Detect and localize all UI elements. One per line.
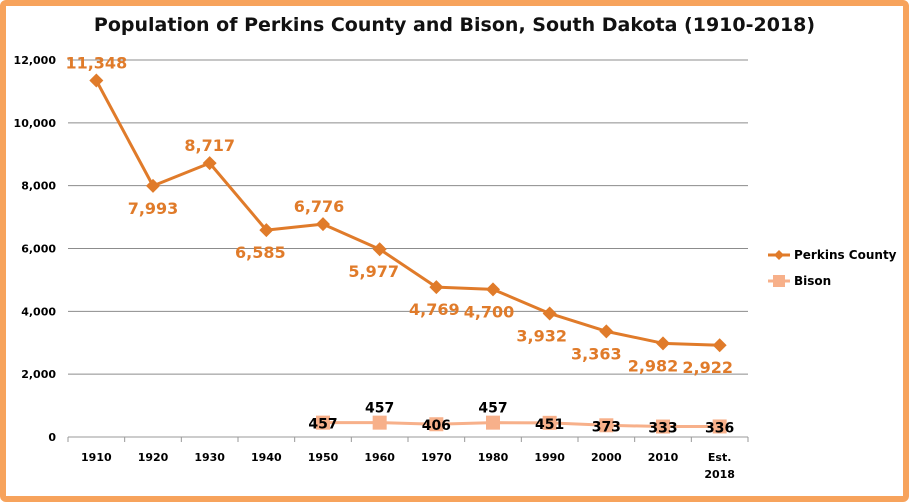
bison-point bbox=[542, 415, 557, 430]
bison-point bbox=[712, 419, 727, 434]
perkins-county-point bbox=[429, 280, 444, 295]
perkins-county-data-label: 2,922 bbox=[682, 358, 733, 377]
chart-title: Population of Perkins County and Bison, … bbox=[93, 14, 816, 36]
bison-point bbox=[429, 417, 444, 432]
perkins-county-data-label: 6,585 bbox=[235, 243, 286, 262]
bison-data-label: 457 bbox=[365, 401, 394, 417]
perkins-county-data-label: 2,982 bbox=[628, 356, 679, 375]
x-tick-label: 1930 bbox=[194, 451, 225, 464]
bison-point bbox=[316, 415, 330, 430]
x-tick-label: 1940 bbox=[251, 451, 282, 464]
bison-data-label: 451 bbox=[535, 417, 564, 433]
legend-entry-label: Bison bbox=[794, 274, 831, 288]
perkins-county-data-label: 7,993 bbox=[128, 199, 179, 218]
x-tick-label: 2010 bbox=[648, 451, 679, 464]
bison-data-label: 457 bbox=[308, 417, 337, 433]
x-tick-label: 1920 bbox=[138, 451, 169, 464]
bison-point bbox=[656, 419, 670, 434]
legend-marker-square bbox=[773, 275, 785, 287]
bison-data-label: 406 bbox=[422, 418, 451, 434]
perkins-county-data-label: 4,700 bbox=[464, 302, 515, 321]
perkins-county-data-label: 8,717 bbox=[184, 136, 235, 155]
perkins-county-line bbox=[95, 79, 720, 347]
bison-point bbox=[486, 415, 500, 430]
y-tick-label: 12,000 bbox=[14, 54, 57, 67]
bison-point bbox=[372, 415, 387, 430]
perkins-county-point bbox=[372, 242, 387, 257]
y-tick-label: 10,000 bbox=[14, 117, 57, 130]
x-tick-label: 1960 bbox=[364, 451, 395, 464]
x-tick-label: 1990 bbox=[534, 451, 565, 464]
perkins-county-point bbox=[712, 338, 727, 353]
perkins-county-point bbox=[599, 324, 614, 339]
x-tick-label: 1970 bbox=[421, 451, 452, 464]
y-tick-label: 6,000 bbox=[21, 243, 56, 256]
perkins-county-point bbox=[146, 178, 160, 193]
bison-data-label: 457 bbox=[478, 401, 507, 417]
x-tick-label: 2000 bbox=[591, 451, 622, 464]
y-tick-label: 4,000 bbox=[21, 305, 56, 318]
x-tick-label: 1980 bbox=[478, 451, 509, 464]
x-tick-label: Est. 2018 bbox=[704, 451, 735, 481]
bison-line bbox=[323, 421, 720, 429]
perkins-county-point bbox=[486, 282, 500, 297]
bison-point bbox=[599, 418, 614, 433]
legend-entry-label: Perkins County bbox=[794, 248, 897, 262]
perkins-county-data-label: 5,977 bbox=[348, 262, 399, 281]
legend-marker-diamond bbox=[774, 250, 784, 260]
y-tick-label: 8,000 bbox=[21, 180, 56, 193]
bison-data-label: 373 bbox=[592, 419, 621, 435]
perkins-county-point bbox=[656, 336, 670, 351]
perkins-county-data-label: 4,769 bbox=[409, 300, 460, 319]
x-tick-label: 1950 bbox=[308, 451, 339, 464]
x-tick-label: 1910 bbox=[81, 451, 112, 464]
perkins-county-data-label: 3,363 bbox=[571, 344, 622, 363]
bison-data-label: 336 bbox=[705, 420, 734, 436]
perkins-county-data-label: 3,932 bbox=[516, 326, 567, 345]
perkins-county-data-label: 11,348 bbox=[65, 53, 127, 72]
perkins-county-point bbox=[259, 223, 274, 238]
perkins-county-point bbox=[542, 306, 557, 321]
perkins-county-point bbox=[202, 156, 217, 171]
y-tick-label: 0 bbox=[48, 431, 56, 444]
perkins-county-data-label: 6,776 bbox=[294, 197, 345, 216]
perkins-county-point bbox=[316, 217, 330, 232]
bison-data-label: 333 bbox=[648, 421, 677, 437]
perkins-county-point bbox=[89, 73, 104, 88]
y-tick-label: 2,000 bbox=[21, 368, 56, 381]
